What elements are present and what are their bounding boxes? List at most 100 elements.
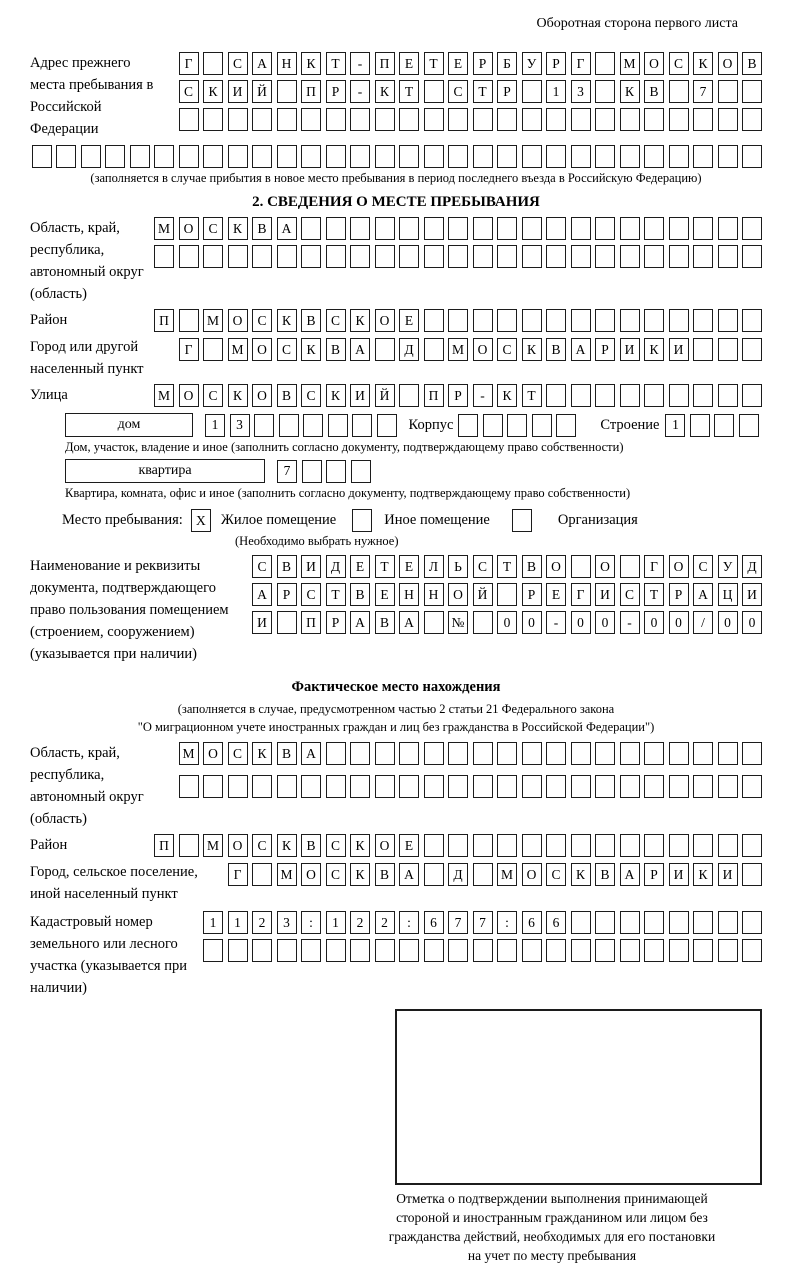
char-cell[interactable]: М	[448, 338, 468, 361]
char-cell[interactable]	[595, 80, 615, 103]
char-cell[interactable]: В	[252, 217, 272, 240]
char-cell[interactable]	[350, 245, 370, 268]
char-cell[interactable]	[619, 217, 640, 240]
char-cell[interactable]: 3	[570, 80, 591, 103]
char-cell[interactable]	[350, 145, 370, 168]
apartment-widebox[interactable]: квартира	[65, 459, 265, 483]
char-cell[interactable]: О	[227, 309, 248, 332]
char-cell[interactable]: М	[497, 863, 517, 886]
char-cell[interactable]: Е	[399, 834, 419, 857]
char-cell[interactable]	[399, 384, 419, 407]
char-cell[interactable]	[178, 775, 199, 798]
char-cell[interactable]: М	[203, 309, 223, 332]
char-cell[interactable]	[689, 413, 710, 437]
char-cell[interactable]	[350, 217, 370, 240]
char-cell[interactable]	[423, 338, 444, 361]
char-cell[interactable]	[376, 413, 397, 437]
char-cell[interactable]	[399, 108, 419, 131]
char-cell[interactable]: Е	[399, 555, 419, 578]
char-cell[interactable]	[423, 611, 444, 634]
char-cell[interactable]	[595, 775, 615, 798]
char-cell[interactable]	[668, 309, 689, 332]
char-cell[interactable]	[742, 217, 762, 240]
char-cell[interactable]: К	[619, 80, 640, 103]
char-cell[interactable]	[693, 384, 713, 407]
char-cell[interactable]: В	[276, 384, 297, 407]
char-cell[interactable]: 0	[570, 611, 591, 634]
char-cell[interactable]	[717, 80, 738, 103]
char-cell[interactable]	[619, 834, 640, 857]
char-cell[interactable]	[619, 742, 640, 765]
char-cell[interactable]: Д	[448, 863, 468, 886]
char-cell[interactable]	[399, 145, 419, 168]
char-cell[interactable]: Т	[521, 384, 542, 407]
char-cell[interactable]	[595, 52, 615, 75]
char-cell[interactable]	[717, 338, 738, 361]
char-cell[interactable]: И	[619, 338, 640, 361]
char-cell[interactable]	[570, 911, 591, 934]
char-cell[interactable]	[521, 939, 542, 962]
char-cell[interactable]: Е	[448, 52, 468, 75]
char-cell[interactable]	[644, 245, 664, 268]
char-cell[interactable]	[325, 775, 346, 798]
char-cell[interactable]	[301, 108, 321, 131]
char-cell[interactable]	[742, 80, 762, 103]
char-cell[interactable]: О	[546, 555, 566, 578]
char-cell[interactable]	[546, 834, 566, 857]
char-cell[interactable]: А	[301, 742, 321, 765]
char-cell[interactable]: С	[325, 309, 346, 332]
char-cell[interactable]: -	[546, 611, 566, 634]
char-cell[interactable]: К	[350, 834, 370, 857]
char-cell[interactable]	[619, 555, 640, 578]
char-cell[interactable]	[644, 217, 664, 240]
char-cell[interactable]: Г	[178, 338, 199, 361]
char-cell[interactable]: Н	[276, 52, 297, 75]
char-cell[interactable]: В	[595, 863, 615, 886]
char-cell[interactable]: А	[399, 611, 419, 634]
char-cell[interactable]	[448, 217, 468, 240]
char-cell[interactable]	[252, 145, 272, 168]
char-cell[interactable]: К	[203, 80, 223, 103]
char-cell[interactable]	[742, 108, 762, 131]
char-cell[interactable]	[178, 108, 199, 131]
char-cell[interactable]	[668, 742, 689, 765]
char-cell[interactable]: А	[693, 583, 713, 606]
char-cell[interactable]	[472, 309, 493, 332]
char-cell[interactable]	[154, 245, 174, 268]
char-cell[interactable]	[546, 742, 566, 765]
char-cell[interactable]	[644, 742, 664, 765]
char-cell[interactable]: Р	[325, 611, 346, 634]
char-cell[interactable]: А	[252, 52, 272, 75]
char-cell[interactable]: С	[325, 834, 346, 857]
char-cell[interactable]: 1	[227, 911, 248, 934]
char-cell[interactable]	[472, 611, 493, 634]
char-cell[interactable]	[374, 217, 395, 240]
char-cell[interactable]: О	[374, 834, 395, 857]
char-cell[interactable]	[717, 939, 738, 962]
char-cell[interactable]: К	[252, 742, 272, 765]
char-cell[interactable]: И	[717, 863, 738, 886]
char-cell[interactable]	[374, 108, 395, 131]
char-cell[interactable]: А	[252, 583, 272, 606]
char-cell[interactable]: П	[154, 309, 174, 332]
char-cell[interactable]	[203, 52, 223, 75]
char-cell[interactable]	[472, 834, 493, 857]
char-cell[interactable]: Т	[423, 52, 444, 75]
char-cell[interactable]	[717, 217, 738, 240]
char-cell[interactable]: 0	[644, 611, 664, 634]
char-cell[interactable]: С	[227, 52, 248, 75]
char-cell[interactable]	[570, 834, 591, 857]
char-cell[interactable]: А	[619, 863, 640, 886]
char-cell[interactable]: У	[717, 555, 738, 578]
char-cell[interactable]	[742, 309, 762, 332]
char-cell[interactable]	[546, 145, 566, 168]
char-cell[interactable]	[203, 939, 223, 962]
char-cell[interactable]: Б	[497, 52, 517, 75]
char-cell[interactable]	[742, 834, 762, 857]
char-cell[interactable]	[570, 145, 591, 168]
char-cell[interactable]	[178, 309, 199, 332]
char-cell[interactable]	[472, 775, 493, 798]
char-cell[interactable]	[472, 863, 493, 886]
char-cell[interactable]	[521, 108, 542, 131]
char-cell[interactable]	[154, 145, 174, 168]
